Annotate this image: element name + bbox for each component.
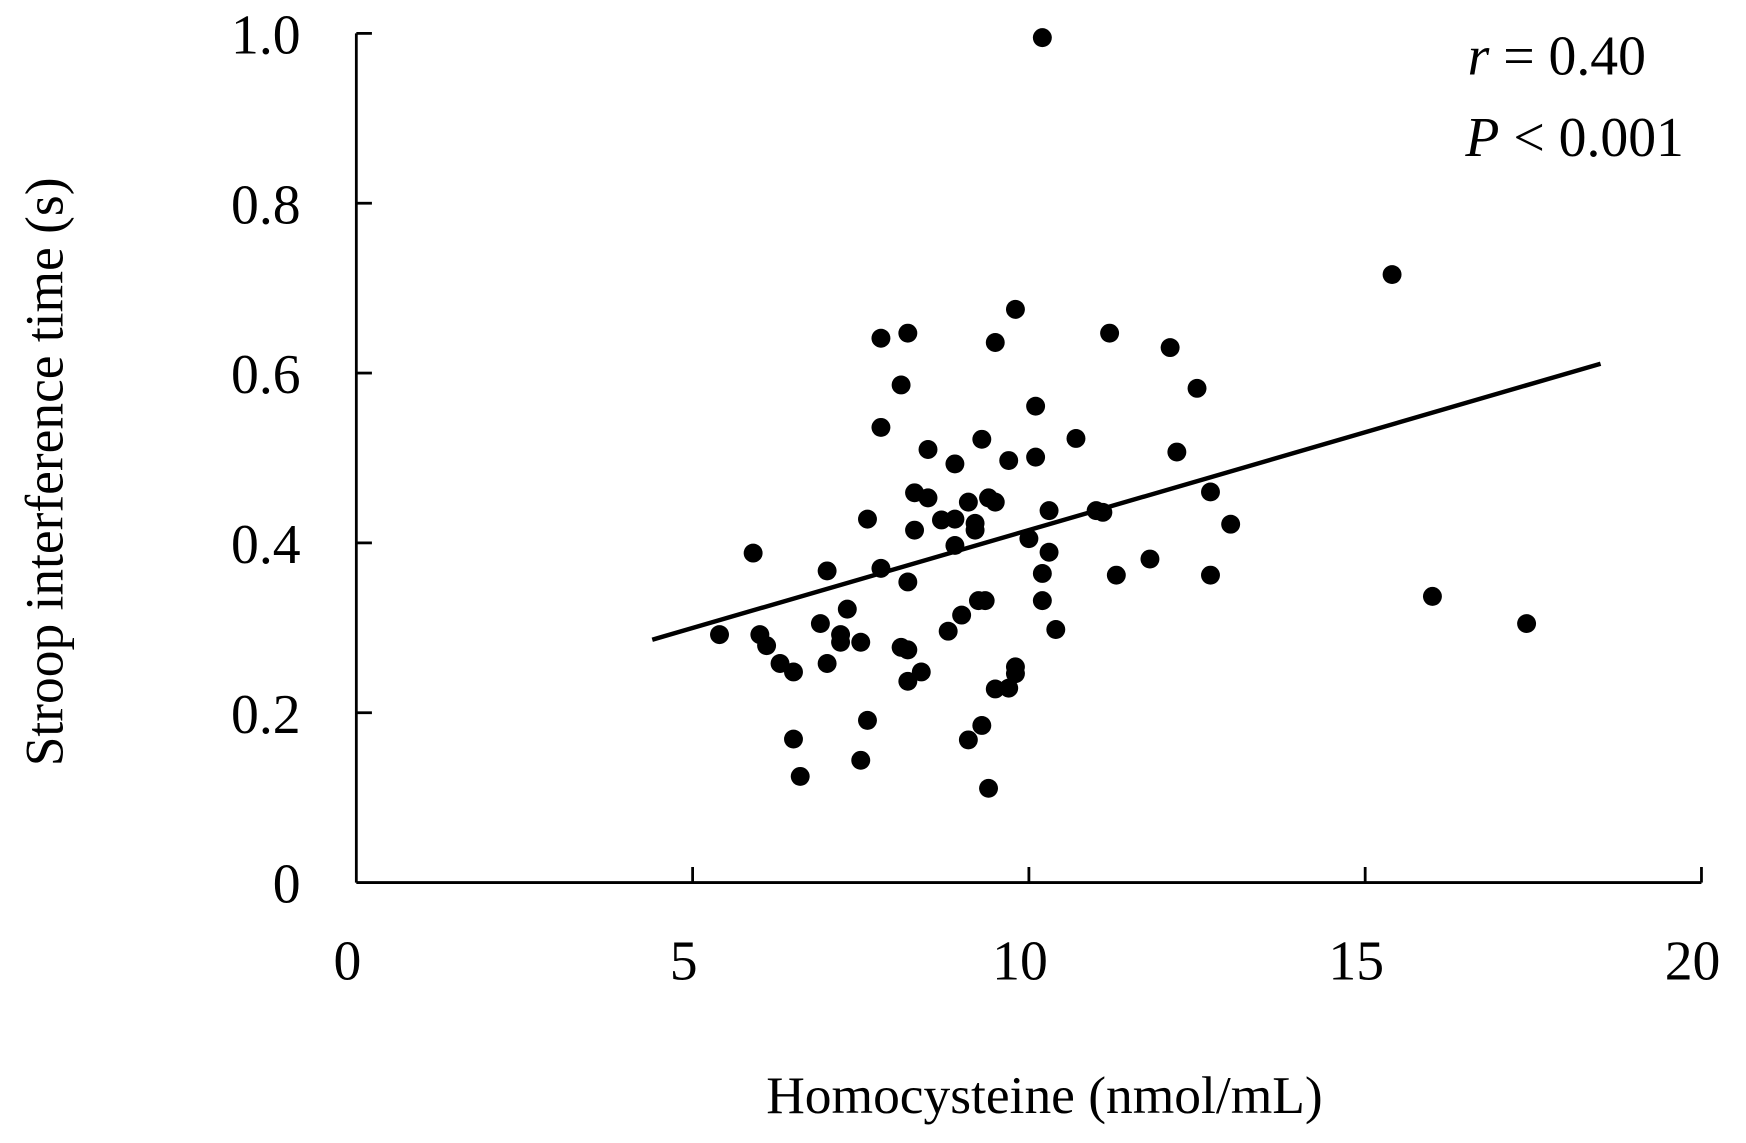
data-point: [1066, 428, 1086, 448]
data-point: [871, 328, 891, 348]
y-ticks: 0 0.2 0.4 0.6 0.8 1.0: [231, 4, 372, 916]
x-ticks: 0 5 10 15 20: [334, 866, 1721, 992]
data-point: [831, 632, 851, 652]
data-point: [965, 520, 985, 540]
y-tick-label: 0.6: [231, 344, 301, 406]
data-point: [1005, 664, 1025, 684]
data-point: [1019, 529, 1039, 549]
x-tick-label: 5: [670, 930, 698, 992]
data-point: [817, 561, 837, 581]
y-tick-label: 0.8: [231, 174, 301, 236]
data-point: [757, 636, 777, 656]
data-point: [952, 605, 972, 625]
x-tick-label: 10: [992, 930, 1048, 992]
y-tick-label: 0: [273, 854, 301, 916]
data-point: [858, 710, 877, 730]
data-point: [985, 492, 1005, 512]
data-point: [1032, 564, 1052, 583]
y-tick-label: 0.4: [231, 514, 301, 576]
r-value: = 0.40: [1489, 26, 1646, 88]
data-point: [743, 543, 763, 563]
data-point: [710, 625, 729, 645]
y-tick-label: 1.0: [231, 4, 301, 66]
correlation-annotation: r = 0.40: [1468, 26, 1646, 88]
data-point: [985, 679, 1005, 699]
data-point: [770, 654, 790, 673]
data-point: [1167, 442, 1187, 462]
x-tick-label: 15: [1328, 930, 1384, 992]
data-point: [999, 678, 1019, 698]
data-point: [1382, 265, 1402, 285]
y-tick-label: 0.2: [231, 684, 301, 746]
data-point: [945, 454, 965, 474]
data-point: [931, 510, 951, 530]
x-tick-label: 0: [334, 930, 362, 992]
data-point: [1187, 378, 1207, 398]
data-point: [1039, 542, 1059, 562]
x-tick-label: 20: [1665, 930, 1721, 992]
data-point: [790, 766, 810, 786]
data-point: [911, 662, 931, 682]
data-point: [1032, 591, 1052, 611]
data-point: [972, 429, 992, 449]
p-value: < 0.001: [1499, 107, 1684, 169]
data-point: [918, 488, 938, 508]
data-point: [999, 451, 1019, 470]
data-point: [898, 640, 918, 660]
data-point: [918, 440, 938, 459]
data-point: [1026, 396, 1046, 416]
data-point: [1221, 514, 1241, 534]
x-axis-title: Homocysteine (nmol/mL): [766, 1065, 1323, 1125]
data-point: [1100, 323, 1120, 343]
data-point: [1140, 549, 1160, 569]
data-point: [898, 671, 918, 691]
data-point: [972, 716, 992, 735]
p-value-annotation: P < 0.001: [1464, 107, 1684, 169]
data-point: [784, 662, 803, 682]
data-point: [871, 417, 891, 437]
data-point: [958, 492, 978, 512]
data-point: [1160, 338, 1180, 358]
data-point: [1422, 586, 1442, 606]
data-point: [1517, 614, 1537, 634]
regression-line: [651, 361, 1602, 642]
data-point: [979, 778, 999, 798]
p-label: P: [1464, 107, 1499, 169]
data-point: [858, 509, 877, 529]
data-point: [1032, 28, 1052, 48]
data-point: [898, 572, 918, 592]
data-point: [851, 750, 871, 770]
data-point: [891, 375, 911, 395]
data-point: [817, 654, 837, 673]
data-point: [945, 509, 965, 529]
data-point: [1201, 482, 1220, 502]
data-point: [851, 632, 871, 652]
data-point: [837, 599, 857, 619]
data-point: [938, 621, 958, 641]
data-point: [1026, 447, 1046, 467]
data-point: [975, 591, 995, 611]
r-label: r: [1468, 26, 1490, 88]
data-points: [710, 28, 1537, 798]
data-point: [1201, 565, 1220, 585]
data-point: [898, 323, 918, 343]
y-axis-title: Stroop interference time (s): [14, 178, 74, 767]
data-point: [1106, 565, 1126, 585]
data-point: [985, 333, 1005, 352]
data-point: [905, 520, 925, 540]
data-point: [1005, 299, 1025, 319]
data-point: [1039, 501, 1059, 521]
data-point: [810, 614, 830, 634]
data-point: [958, 730, 978, 750]
data-point: [784, 729, 803, 749]
data-point: [1046, 620, 1066, 639]
